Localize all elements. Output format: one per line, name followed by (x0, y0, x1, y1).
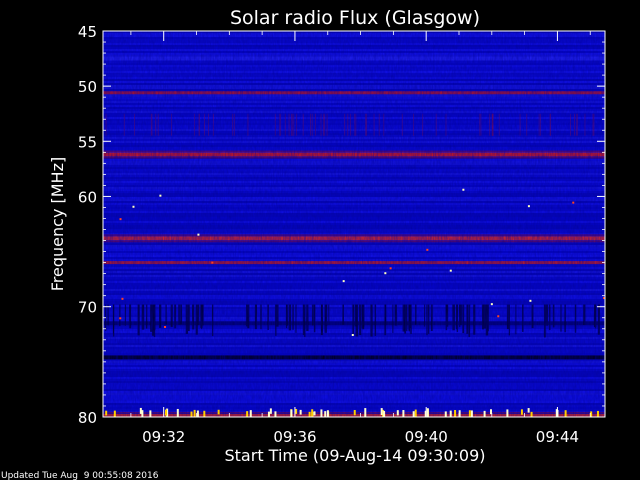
y-tick-label: 50 (78, 78, 97, 96)
y-tick-label: 70 (78, 299, 97, 317)
burst-point (426, 248, 429, 251)
burst-point (364, 408, 367, 417)
burst-point (119, 317, 122, 320)
burst-point (402, 410, 405, 417)
burst-point (468, 410, 471, 417)
burst-point (449, 269, 452, 272)
burst-point (527, 205, 530, 208)
burst-point (454, 410, 457, 417)
burst-point (351, 334, 354, 337)
burst-point (313, 411, 316, 416)
burst-point (462, 188, 465, 191)
burst-point (444, 411, 447, 417)
burst-point (249, 410, 252, 417)
burst-point (299, 409, 302, 415)
burst-point (449, 410, 452, 417)
burst-point (396, 410, 399, 416)
burst-point (274, 411, 277, 417)
y-axis: 45 50 55 60 70 80 (78, 23, 605, 427)
burst-point (414, 409, 417, 417)
burst-point (497, 315, 500, 318)
burst-point (506, 409, 509, 417)
x-tick-label: 09:40 (405, 428, 448, 446)
x-axis: 09:32 09:36 09:40 09:44 (130, 31, 591, 446)
burst-point (166, 408, 169, 417)
y-axis-label: Frequency [MHz] (48, 157, 67, 291)
burst-point (483, 410, 486, 417)
burst-point (164, 325, 167, 328)
burst-point (384, 272, 387, 275)
burst-point (159, 194, 162, 197)
burst-point (520, 409, 523, 415)
burst-point (193, 409, 196, 417)
burst-point (529, 299, 532, 302)
burst-point (590, 411, 593, 417)
burst-point (132, 205, 135, 208)
burst-point (119, 218, 122, 221)
burst-point (121, 297, 124, 300)
burst-point (490, 303, 493, 306)
burst-point (141, 410, 144, 417)
burst-point (530, 411, 533, 417)
emission-band-edge (103, 418, 605, 420)
burst-point (383, 410, 386, 417)
chart-title: Solar radio Flux (Glasgow) (230, 7, 480, 29)
burst-point (596, 410, 599, 417)
burst-point (246, 411, 249, 417)
burst-point (203, 410, 206, 417)
noise-overlay-2 (103, 31, 605, 417)
burst-point (353, 409, 356, 416)
x-axis-label: Start Time (09-Aug-14 09:30:09) (225, 446, 486, 465)
plot-area (103, 31, 605, 420)
burst-point (295, 409, 298, 414)
burst-point (489, 409, 492, 415)
y-tick-label: 55 (78, 133, 97, 151)
burst-point (197, 233, 200, 236)
burst-point (113, 410, 116, 417)
burst-point (105, 410, 108, 416)
burst-point (217, 409, 220, 415)
burst-point (555, 409, 558, 417)
burst-point (458, 410, 461, 417)
burst-point (320, 409, 323, 417)
burst-point (324, 411, 327, 417)
plot-frame (102, 30, 606, 418)
x-tick-label: 09:36 (273, 428, 316, 446)
burst-point (311, 409, 314, 417)
updated-timestamp: Updated Tue Aug 9 00:55:08 2016 (1, 471, 159, 480)
burst-point (342, 280, 345, 283)
burst-point (389, 267, 392, 270)
burst-point (572, 201, 575, 204)
burst-point (308, 411, 311, 417)
burst-point (149, 410, 152, 417)
burst-point (603, 297, 605, 300)
burst-point (139, 407, 142, 414)
y-tick-label: 45 (78, 23, 97, 41)
burst-point (190, 411, 193, 417)
burst-point (290, 409, 293, 417)
burst-point (426, 408, 429, 417)
burst-point (164, 409, 167, 416)
burst-point (196, 410, 199, 417)
burst-point (269, 408, 272, 414)
burst-point (470, 410, 473, 417)
x-tick-label: 09:44 (536, 428, 579, 446)
burst-points (105, 188, 605, 417)
burst-point (211, 261, 214, 264)
burst-point (176, 408, 179, 417)
burst-point (564, 410, 567, 417)
burst-point (380, 408, 383, 416)
y-tick-label: 80 (78, 409, 97, 427)
y-tick-label: 60 (78, 188, 97, 206)
burst-point (412, 411, 415, 417)
burst-point (267, 411, 270, 417)
burst-point (527, 408, 530, 413)
x-tick-label: 09:32 (142, 428, 185, 446)
